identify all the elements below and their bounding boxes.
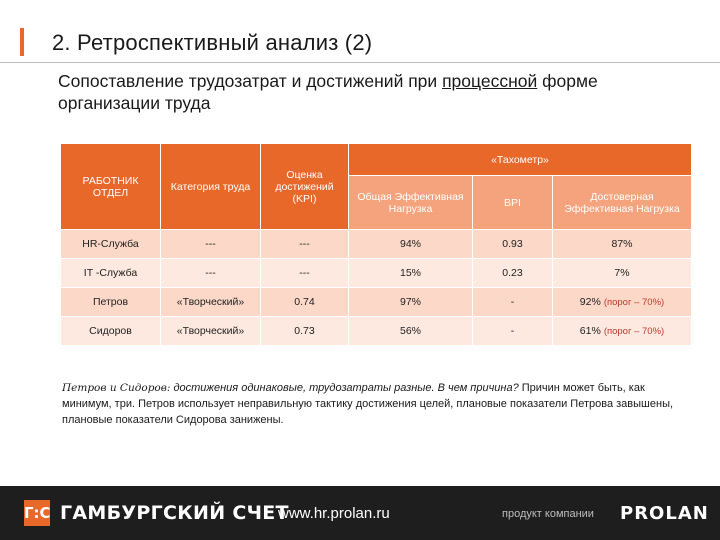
cell-bpi: 0.93 [472,229,553,259]
cell-reliable: 7% [552,258,692,288]
analysis-table: РАБОТНИК ОТДЕЛ Категория труда Оценка до… [60,143,692,346]
note-italic: достижения одинаковые, трудозатраты разн… [170,382,432,394]
header-total-load: Общая Эффективная Нагрузка [348,175,473,230]
reliable-value: 61% [579,325,601,337]
cell-total: 15% [348,258,473,288]
title-accent-bar [20,28,24,56]
reliable-value: 92% [579,296,601,308]
reliable-value: 7% [614,267,630,279]
subtitle-part2: форме организации труда [58,71,598,113]
cell-worker: Сидоров [60,316,161,346]
note-body: Причин может быть, как минимум, три. Пет… [62,382,674,426]
subtitle-part1: Сопоставление трудозатрат и достижений п… [58,71,443,91]
table-row: Сидоров «Творческий» 0.73 56% - 61% (поро… [60,316,692,346]
header-bpi: BPI [472,175,553,230]
reliable-value: 87% [611,238,633,250]
cell-category: --- [160,229,261,259]
page-title: 2. Ретроспективный анализ (2) [52,30,373,55]
cell-bpi: - [472,316,553,346]
cell-bpi: - [472,287,553,317]
note-question: . В чем причина? [431,382,519,394]
footer-bar: Г:С ГАМБУРГСКИЙ СЧЕТ www.hr.prolan.ru пр… [0,486,720,540]
cell-worker: IT -Служба [60,258,161,288]
cell-kpi: --- [260,229,349,259]
title-bar: 2. Ретроспективный анализ (2) [0,0,720,63]
cell-reliable: 61% (порог – 70%) [552,316,692,346]
cell-reliable: 92% (порог – 70%) [552,287,692,317]
slide-subtitle: Сопоставление трудозатрат и достижений п… [58,70,678,114]
cell-bpi: 0.23 [472,258,553,288]
subtitle-underlined: процессной [442,71,538,91]
logo-icon: Г:С [24,500,51,526]
table-row: Петров «Творческий» 0.74 97% - 92% (порог… [60,287,692,317]
cell-kpi: 0.73 [260,316,349,346]
cell-total: 56% [348,316,473,346]
header-reliable-load: Достоверная Эффективная Нагрузка [552,175,692,230]
cell-category: «Творческий» [160,316,261,346]
footer-product-label: продукт компании [502,508,594,520]
conclusion-note: Петров и Сидоров: достижения одинаковые,… [62,380,682,428]
table-row: HR-Служба --- --- 94% 0.93 87% [60,229,692,259]
header-worker: РАБОТНИК ОТДЕЛ [60,143,161,230]
cell-worker: Петров [60,287,161,317]
cell-kpi: 0.74 [260,287,349,317]
cell-total: 94% [348,229,473,259]
logo-text: ГАМБУРГСКИЙ СЧЕТ [60,502,289,524]
threshold-note: (порог – 70%) [603,297,665,308]
note-lead: Петров и Сидоров: [62,382,171,394]
footer-url[interactable]: www.hr.prolan.ru [278,505,390,522]
table-row: IT -Служба --- --- 15% 0.23 7% [60,258,692,288]
threshold-note: (порог – 70%) [603,326,665,337]
cell-category: --- [160,258,261,288]
cell-category: «Творческий» [160,287,261,317]
cell-kpi: --- [260,258,349,288]
cell-total: 97% [348,287,473,317]
cell-worker: HR-Служба [60,229,161,259]
header-tachometer: «Тахометр» [348,143,692,176]
title-divider [0,62,720,63]
brand-logo: PROLAN [620,503,709,524]
header-category: Категория труда [160,143,261,230]
header-kpi: Оценка достижений (KPI) [260,143,349,230]
cell-reliable: 87% [552,229,692,259]
